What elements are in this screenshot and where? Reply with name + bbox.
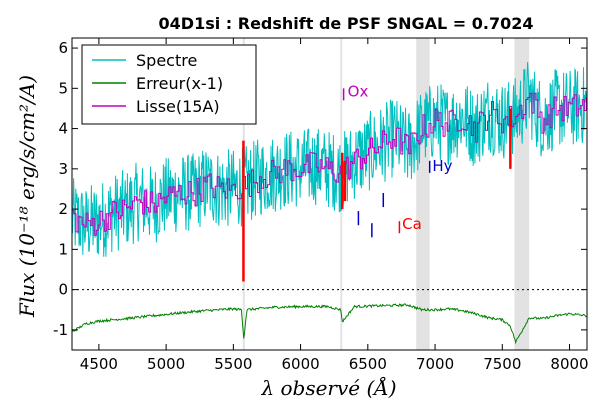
x-tick-label-8000: 8000 [550,355,588,373]
x-tick-label-6000: 6000 [281,355,319,373]
chart-title: 04D1si : Redshift de PSF SNGAL = 0.7024 [159,14,534,33]
y-tick-label-4: 4 [58,120,68,138]
y-tick-label--1: -1 [53,321,68,339]
x-tick-label-5500: 5500 [214,355,252,373]
y-tick-label-2: 2 [58,200,68,218]
line-label-hy: Hy [432,157,452,175]
legend-box [81,44,257,125]
plot-frame [71,37,588,351]
legend-label-1: Erreur(x-1) [136,74,223,93]
y-tick-label-0: 0 [58,281,68,299]
y-tick-label-3: 3 [58,160,68,178]
plot-area: Ox Ca Hy 4500 5000 5500 6000 6500 7000 7500 8000 -1… [53,37,589,373]
series-erreur [72,303,587,345]
legend: Spectre Erreur(x-1) Lisse(15A) [81,44,257,125]
line-label-ox: Ox [348,82,369,100]
plot-clip-group [72,38,587,350]
x-tick-label-5000: 5000 [147,355,185,373]
x-tick-label-4500: 4500 [80,355,118,373]
y-tick-label-5: 5 [58,79,68,97]
legend-label-0: Spectre [136,51,197,70]
telluric-band-2 [416,38,430,350]
series-spectre [72,61,587,257]
series-lisse [72,92,587,236]
y-tick-label-1: 1 [58,240,68,258]
x-axis-label: λ observé (Å) [260,375,396,400]
legend-label-2: Lisse(15A) [136,97,220,116]
y-tick-label-6: 6 [58,39,68,57]
x-tick-label-6500: 6500 [349,355,387,373]
y-axis-label: Flux (10⁻¹⁸ erg/s/cm²/A) [15,75,39,318]
line-label-ca: Ca [402,215,422,233]
x-tick-label-7500: 7500 [483,355,521,373]
x-tick-label-7000: 7000 [416,355,454,373]
